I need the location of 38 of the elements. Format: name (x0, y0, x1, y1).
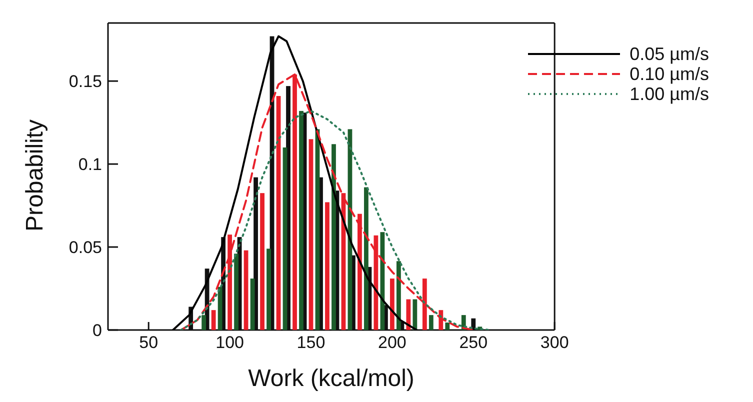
bar (299, 110, 304, 330)
y-tick-label: 0.15 (68, 72, 102, 92)
bar (308, 139, 314, 330)
bar (390, 278, 394, 330)
bar (412, 299, 418, 330)
line-series (180, 73, 474, 330)
bar (325, 202, 330, 330)
bar (218, 286, 222, 330)
bar (332, 144, 336, 330)
text: 1.00 µm/s (630, 84, 709, 104)
y-tick-label: 0.1 (78, 155, 102, 174)
bar (250, 278, 255, 330)
y-axis-title: Probability (22, 119, 49, 232)
bar (445, 322, 450, 330)
bar (244, 250, 248, 330)
y-tick-label: 0.05 (68, 238, 102, 258)
bar (428, 315, 434, 330)
x-tick-label: 150 (296, 333, 326, 352)
bar (364, 187, 368, 330)
text: 0.10 µm/s (630, 64, 709, 84)
x-tick-label: 100 (216, 333, 244, 352)
y-tick-label: 0 (92, 321, 102, 340)
bar (396, 261, 401, 330)
bar (234, 254, 238, 330)
x-tick-label: 250 (459, 333, 488, 352)
bar (211, 310, 216, 330)
bar (282, 147, 288, 330)
line-series (180, 110, 491, 330)
bar (266, 248, 271, 330)
bar (202, 315, 206, 330)
bar (406, 299, 411, 330)
bar (260, 193, 264, 330)
line-series (172, 35, 418, 330)
x-tick-label: 50 (139, 333, 158, 352)
x-axis-title: Work (kcal/mol) (248, 365, 414, 392)
text: 0.05 µm/s (630, 44, 709, 64)
x-tick-label: 300 (540, 333, 569, 352)
x-tick-label: 200 (378, 333, 406, 352)
